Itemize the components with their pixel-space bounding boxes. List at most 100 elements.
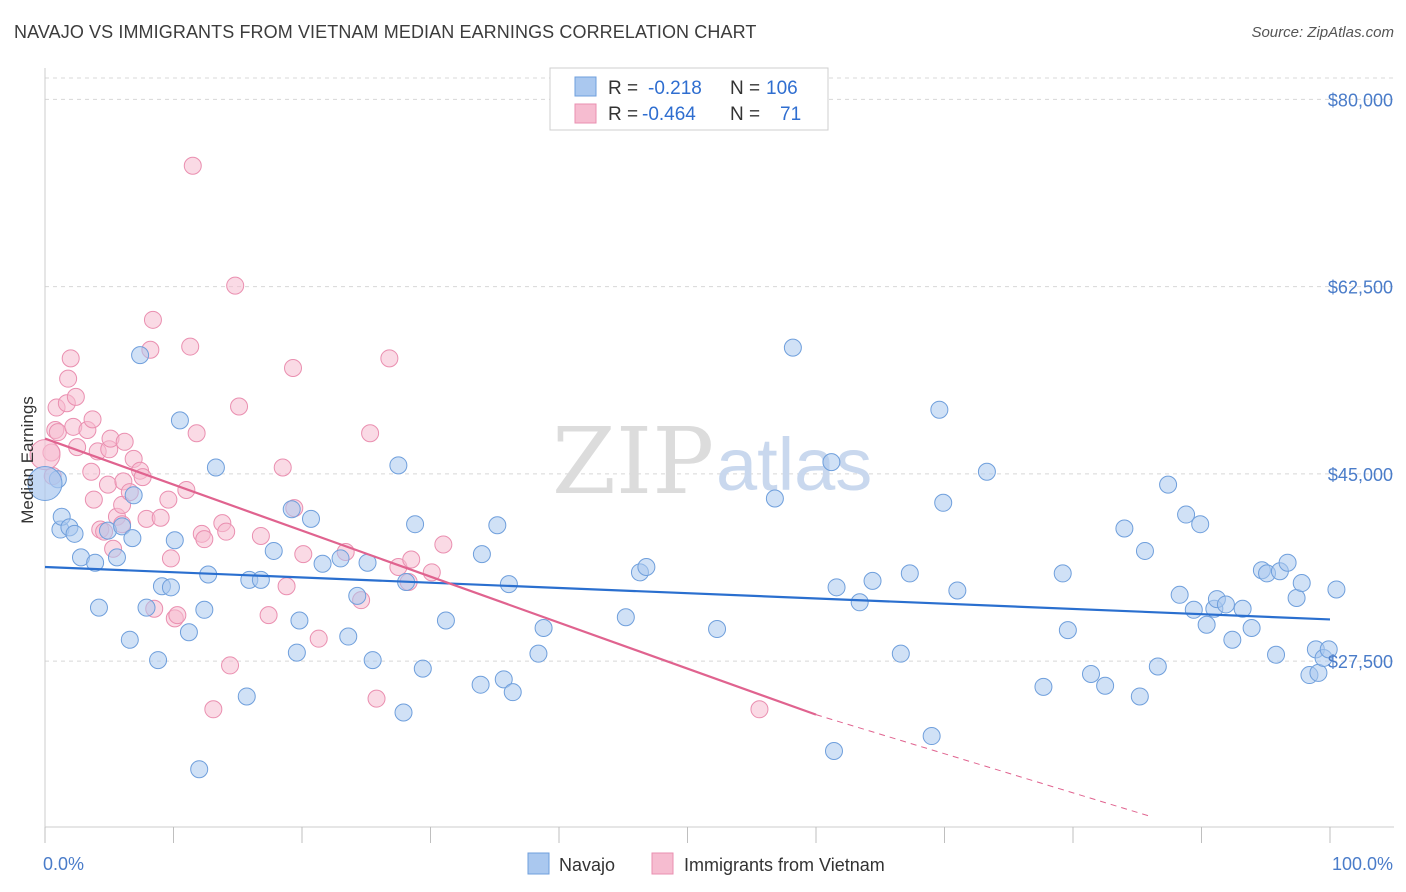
navajo-cluster-point — [27, 466, 63, 502]
navajo-point — [783, 338, 802, 357]
navajo-point — [1327, 580, 1346, 599]
vietnam-point — [98, 475, 117, 494]
legend-n-value-1: 106 — [766, 78, 798, 99]
trend-layer — [44, 437, 1331, 817]
navajo-point — [1096, 676, 1115, 695]
navajo-point — [503, 683, 522, 702]
chart-title: NAVAJO VS IMMIGRANTS FROM VIETNAM MEDIAN… — [14, 22, 757, 42]
vietnam-point — [82, 462, 101, 481]
legend-n-value-2: 71 — [780, 104, 801, 125]
navajo-point — [331, 549, 350, 568]
navajo-point — [529, 644, 548, 663]
navajo-point — [251, 570, 270, 589]
navajo-point — [1159, 475, 1178, 494]
y-tick-labels: $27,500 $45,000 $62,500 $80,000 — [1328, 90, 1393, 672]
y-axis-title: Median Earnings — [18, 396, 37, 524]
navajo-point — [264, 541, 283, 560]
legend-r-label-1: R = — [608, 78, 638, 99]
x-tick-label: 100.0% — [1332, 854, 1393, 874]
navajo-point — [1242, 618, 1261, 637]
navajo-point — [86, 553, 105, 572]
series-legend: Navajo Immigrants from Vietnam — [527, 852, 885, 875]
navajo-point — [120, 630, 139, 649]
navajo-point — [471, 675, 490, 694]
navajo-point — [363, 651, 382, 670]
vietnam-trend-extension — [815, 714, 1151, 817]
navajo-point — [1034, 677, 1053, 696]
legend-r-value-1: -0.218 — [648, 78, 702, 99]
navajo-point — [1287, 589, 1306, 608]
navajo-point — [131, 346, 150, 365]
navajo-point — [472, 545, 491, 564]
legend-swatch-vietnam — [574, 103, 597, 124]
navajo-point — [494, 670, 513, 689]
vietnam-point — [161, 549, 180, 568]
navajo-point — [290, 611, 309, 630]
y-tick-label: $27,500 — [1328, 652, 1393, 672]
vietnam-point — [434, 535, 453, 554]
navajo-point — [1191, 515, 1210, 534]
navajo-point — [1184, 600, 1203, 619]
navajo-point — [1058, 621, 1077, 640]
navajo-point — [1053, 564, 1072, 583]
navajo-point — [1267, 645, 1286, 664]
navajo-point — [89, 598, 108, 617]
navajo-point — [123, 529, 142, 548]
legend-swatch-navajo — [574, 76, 597, 97]
navajo-point — [190, 760, 209, 779]
navajo-point — [406, 515, 425, 534]
y-tick-label: $62,500 — [1328, 278, 1393, 298]
vietnam-point — [402, 550, 421, 569]
vietnam-point — [48, 423, 67, 442]
series-legend-label-vietnam: Immigrants from Vietnam — [684, 855, 885, 875]
navajo-point — [149, 651, 168, 670]
navajo-point — [499, 575, 518, 594]
navajo-point — [137, 598, 156, 617]
navajo-point — [413, 659, 432, 678]
vietnam-trend-line — [44, 437, 817, 716]
navajo-point — [301, 509, 320, 528]
navajo-point — [488, 516, 507, 535]
vietnam-point — [259, 606, 278, 625]
vietnam-point — [168, 606, 187, 625]
vietnam-point — [367, 689, 386, 708]
legend-r-label-2: R = — [608, 104, 638, 125]
navajo-point — [179, 623, 198, 642]
navajo-point — [1177, 505, 1196, 524]
vietnam-point — [309, 629, 328, 648]
navajo-point — [616, 608, 635, 627]
navajo-point — [195, 600, 214, 619]
legend-n-label-1: N = — [730, 78, 760, 99]
vietnam-point — [226, 276, 245, 295]
navajo-point — [1319, 640, 1338, 659]
navajo-point — [1135, 541, 1154, 560]
navajo-point — [977, 462, 996, 481]
navajo-point — [1115, 519, 1134, 538]
vietnam-point — [183, 156, 202, 175]
vietnam-point — [151, 508, 170, 527]
vietnam-point — [66, 387, 85, 406]
vietnam-point — [195, 530, 214, 549]
vietnam-point — [221, 656, 240, 675]
navajo-point — [436, 611, 455, 630]
navajo-point — [708, 620, 727, 639]
navajo-point — [1223, 630, 1242, 649]
vietnam-point — [143, 310, 162, 329]
navajo-point — [1081, 664, 1100, 683]
vietnam-point — [380, 349, 399, 368]
navajo-point — [206, 458, 225, 477]
vietnam-point — [187, 424, 206, 443]
navajo-point — [534, 618, 553, 637]
watermark: ZIP atlas — [552, 408, 872, 515]
navajo-point — [124, 486, 143, 505]
series-legend-swatch-vietnam — [651, 852, 674, 875]
vietnam-point — [361, 424, 380, 443]
navajo-point — [1278, 553, 1297, 572]
vietnam-point — [61, 349, 80, 368]
navajo-point — [389, 456, 408, 475]
vietnam-point — [59, 369, 78, 388]
vietnam-point — [251, 526, 270, 545]
navajo-point — [863, 571, 882, 590]
vietnam-point — [273, 458, 292, 477]
vietnam-point — [83, 410, 102, 429]
